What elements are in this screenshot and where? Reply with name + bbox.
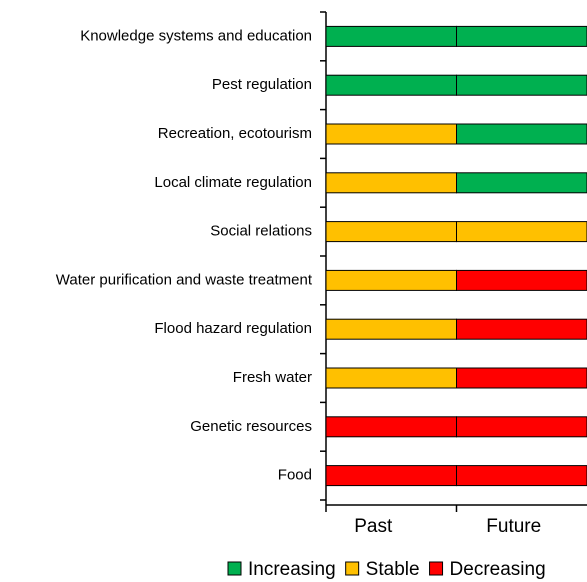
- cell: [325, 367, 457, 389]
- row-label: Social relations: [210, 223, 312, 240]
- cell: [456, 25, 587, 47]
- cell: [325, 221, 457, 243]
- cell: [456, 465, 587, 487]
- cell: [325, 172, 457, 194]
- row-label: Pest regulation: [212, 76, 312, 93]
- row-label: Flood hazard regulation: [154, 320, 312, 337]
- cell: [456, 318, 587, 340]
- legend-label: Increasing: [248, 559, 336, 580]
- legend-swatch: [429, 561, 444, 576]
- row-label: Recreation, ecotourism: [158, 125, 312, 142]
- cell: [325, 74, 457, 96]
- cell: [456, 172, 587, 194]
- cell: [325, 465, 457, 487]
- cell: [456, 269, 587, 291]
- cell: [325, 416, 457, 438]
- cell: [456, 367, 587, 389]
- legend-label: Stable: [366, 559, 420, 580]
- row-label: Food: [278, 467, 312, 484]
- row-label: Knowledge systems and education: [80, 27, 312, 44]
- cell: [325, 123, 457, 145]
- cell: [456, 74, 587, 96]
- cell: [325, 25, 457, 47]
- row-label: Fresh water: [233, 369, 312, 386]
- cell: [456, 416, 587, 438]
- row-label: Genetic resources: [190, 418, 312, 435]
- cell: [325, 318, 457, 340]
- cell: [456, 123, 587, 145]
- x-tick-label: Future: [486, 516, 541, 537]
- legend-label: Decreasing: [450, 559, 546, 580]
- cell: [325, 269, 457, 291]
- x-tick-label: Past: [354, 516, 393, 537]
- cell: [456, 221, 587, 243]
- legend-swatch: [227, 561, 242, 576]
- legend-swatch: [345, 561, 360, 576]
- row-label: Water purification and waste treatment: [56, 271, 313, 288]
- row-label: Local climate regulation: [154, 174, 312, 191]
